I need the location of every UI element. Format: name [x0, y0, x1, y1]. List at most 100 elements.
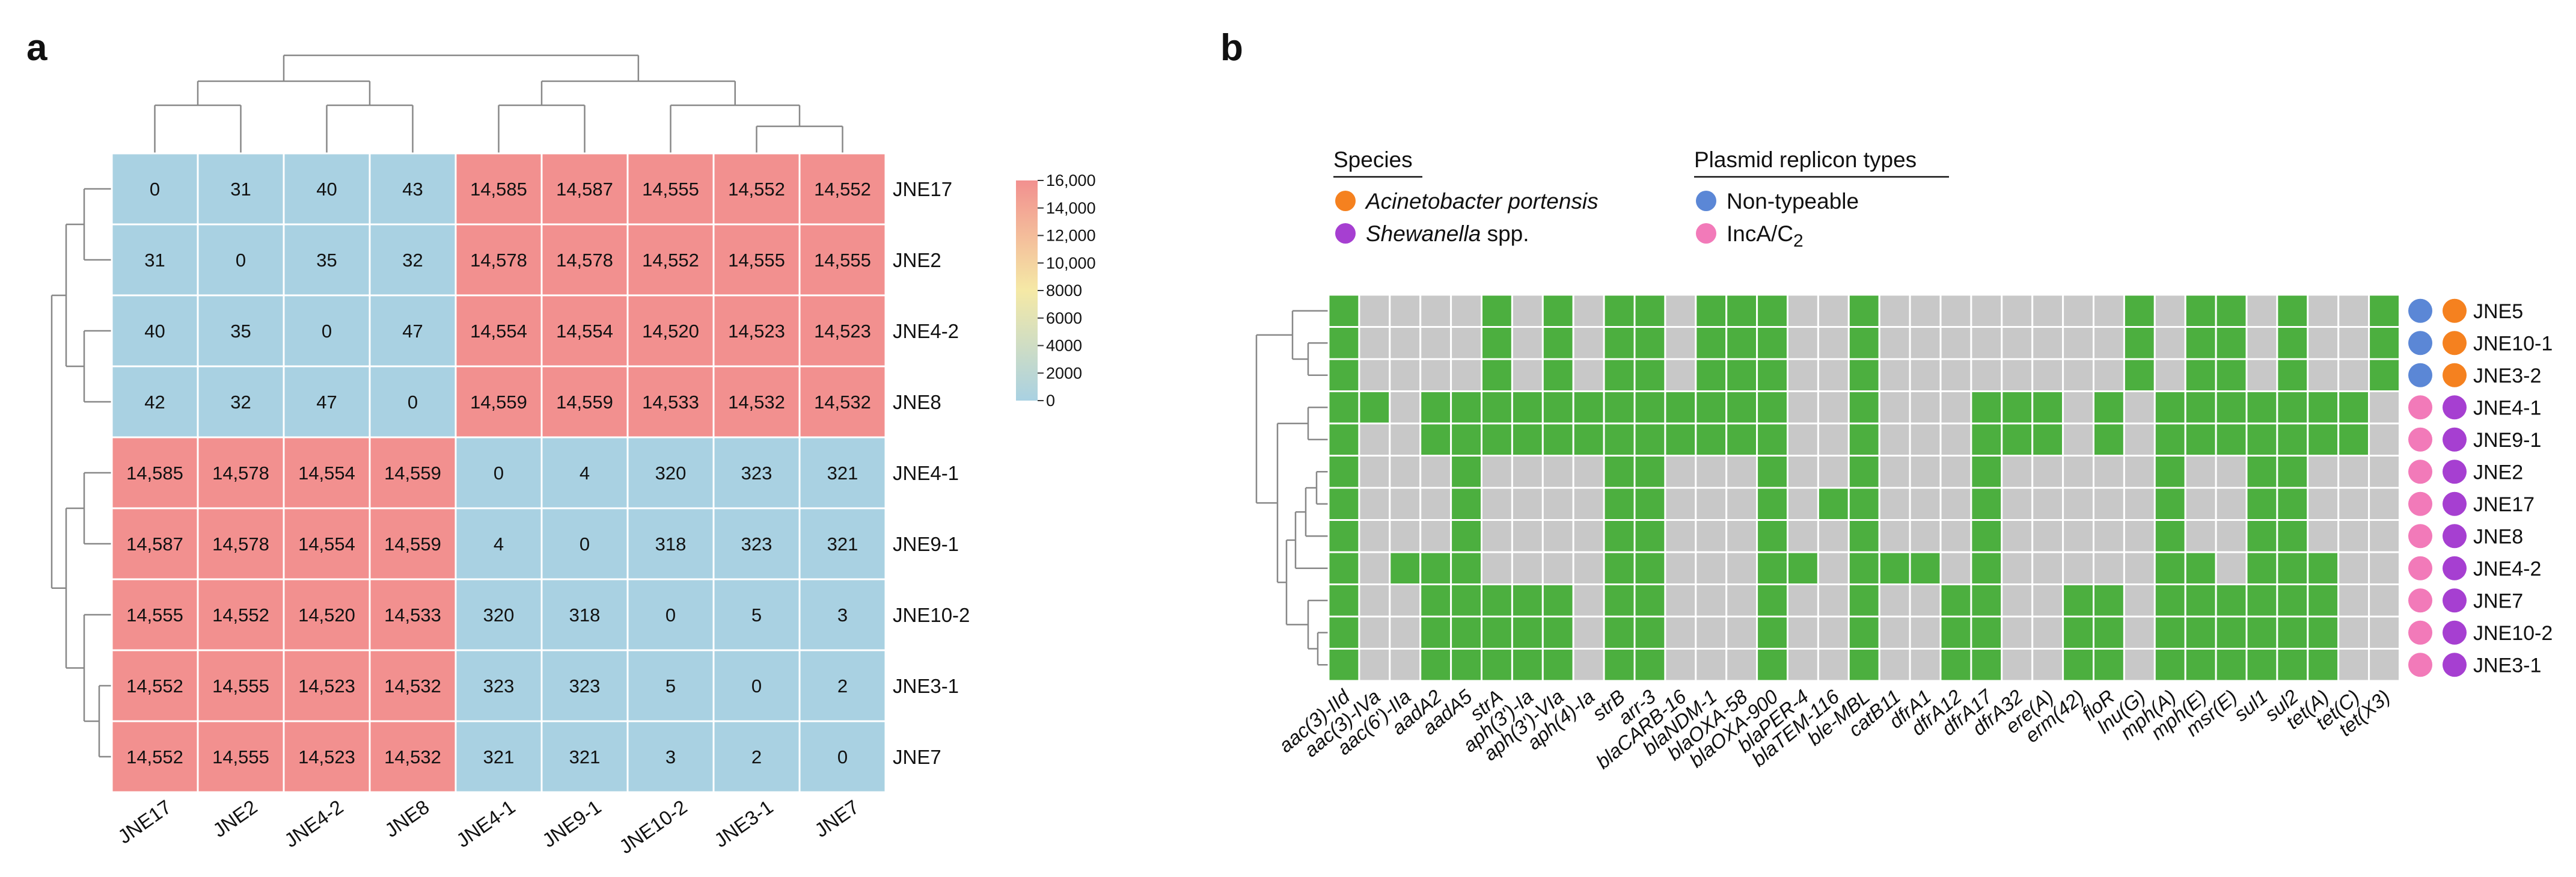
gene-cell-jne8-tet-x3	[2368, 519, 2401, 553]
gene-cell-jne7-blaoxa-58	[1725, 583, 1758, 618]
gene-cell-jne10-2-mph-a	[2153, 615, 2186, 650]
panel-a-label: a	[26, 27, 47, 69]
gene-row-label-jne3-1: JNE3-1	[2473, 654, 2541, 677]
gene-cell-jne4-1-dfra12	[1939, 390, 1972, 425]
gene-cell-jne7-strb	[1603, 583, 1636, 618]
distance-value-label: 4	[580, 463, 590, 484]
gene-cell-jne10-1-dfra17	[1970, 326, 2003, 360]
distance-value-label: 31	[230, 179, 251, 200]
gene-cell-jne10-1-blandm-1	[1695, 326, 1728, 360]
distance-value-label: 14,555	[212, 675, 269, 697]
gene-cell-jne10-2-strb	[1603, 615, 1636, 650]
distance-value-label: 323	[569, 675, 601, 697]
gene-cell-jne10-2-aac-3-iid	[1327, 615, 1360, 650]
distance-value-label: 31	[144, 250, 165, 271]
gene-cell-jne9-1-blaper-4	[1787, 422, 1819, 457]
species-dot-jne9-1	[2443, 427, 2467, 452]
gene-cell-jne7-blaoxa-900	[1756, 583, 1789, 618]
gene-cell-jne4-1-aac-3-iid	[1327, 390, 1360, 425]
gene-cell-jne10-2-stra	[1481, 615, 1513, 650]
gene-cell-jne4-2-catb11	[1878, 551, 1911, 585]
distance-value-label: 0	[494, 463, 504, 484]
gene-cell-jne3-1-blandm-1	[1695, 648, 1728, 682]
distance-column-label-jne4-2: JNE4-2	[280, 795, 347, 851]
gene-cell-jne17-dfra17	[1970, 487, 2003, 521]
gene-cell-jne7-sul2	[2276, 583, 2309, 618]
distance-cell-jne9-1-jne7	[798, 507, 887, 580]
gene-cell-jne3-1-blaoxa-900	[1756, 648, 1789, 682]
gene-row-label-jne9-1: JNE9-1	[2473, 429, 2541, 452]
distance-value-label: 14,555	[814, 250, 871, 271]
gene-cell-jne3-2-stra	[1481, 358, 1513, 392]
species-dot-jne10-2	[2443, 620, 2467, 645]
gene-cell-jne2-arr-3	[1633, 455, 1666, 489]
gene-cell-jne3-1-catb11	[1878, 648, 1911, 682]
gene-cell-jne4-2-arr-3	[1633, 551, 1666, 585]
distance-row-label-jne7: JNE7	[893, 746, 941, 768]
gene-cell-jne3-2-blandm-1	[1695, 358, 1728, 392]
gene-cell-jne10-1-tet-x3	[2368, 326, 2401, 360]
gene-cell-jne17-blacarb-16	[1664, 487, 1697, 521]
gene-cell-jne9-1-blacarb-16	[1664, 422, 1697, 457]
distance-value-label: 35	[316, 250, 337, 271]
gene-cell-jne3-2-blaoxa-58	[1725, 358, 1758, 392]
gene-cell-jne8-lnu-g	[2123, 519, 2156, 553]
gene-cell-jne2-tet-a	[2307, 455, 2340, 489]
gene-cell-jne10-2-tet-a	[2307, 615, 2340, 650]
gene-cell-jne2-blaper-4	[1787, 455, 1819, 489]
distance-value-label: 321	[569, 746, 601, 768]
legend-replicon-incac2-swatch	[1696, 223, 1716, 244]
gene-cell-jne3-1-ble-mbl	[1847, 648, 1880, 682]
gene-cell-jne9-1-stra	[1481, 422, 1513, 457]
gene-cell-jne3-2-blatem-116	[1817, 358, 1850, 392]
gene-cell-jne17-tet-c	[2337, 487, 2370, 521]
gene-cell-jne10-1-ble-mbl	[1847, 326, 1880, 360]
gene-cell-jne10-1-blatem-116	[1817, 326, 1850, 360]
gene-cell-jne2-strb	[1603, 455, 1636, 489]
distance-cell-jne4-1-jne9-1	[540, 436, 629, 509]
gene-cell-jne9-1-arr-3	[1633, 422, 1666, 457]
distance-value-label: 14,578	[470, 250, 527, 271]
gene-cell-jne10-1-blaper-4	[1787, 326, 1819, 360]
gene-cell-jne10-2-sul2	[2276, 615, 2309, 650]
distance-cell-jne4-2-jne10-2	[626, 294, 715, 368]
gene-cell-jne10-2-blatem-116	[1817, 615, 1850, 650]
gene-cell-jne5-sul1	[2245, 294, 2278, 328]
gene-cell-jne4-2-blatem-116	[1817, 551, 1850, 585]
gene-cell-jne4-1-ble-mbl	[1847, 390, 1880, 425]
distance-value-label: 14,552	[642, 250, 699, 271]
gene-cell-jne5-mph-e	[2184, 294, 2217, 328]
distance-cell-jne10-2-jne3-1	[712, 578, 801, 651]
distance-value-label: 0	[408, 392, 418, 413]
distance-heatmap-column-labels: JNE17 JNE2 JNE4-2 JNE8 JNE4-1 JNE9-1 JNE10-2 JN…	[114, 795, 863, 858]
gene-cell-jne4-1-ere-a	[2031, 390, 2064, 425]
gene-cell-jne17-aada2	[1419, 487, 1452, 521]
colorbar-tick-label: 0	[1046, 392, 1055, 410]
gene-cell-jne2-aada2	[1419, 455, 1452, 489]
gene-cell-jne4-2-strb	[1603, 551, 1636, 585]
distance-row-label-jne8: JNE8	[893, 391, 941, 413]
distance-cell-jne17-jne2	[197, 152, 285, 226]
distance-value-label: 14,532	[814, 392, 871, 413]
gene-cell-jne4-2-blaoxa-58	[1725, 551, 1758, 585]
species-dot-jne7	[2443, 588, 2467, 613]
panel-b-label: b	[1220, 27, 1243, 69]
distance-value-label: 14,559	[470, 392, 527, 413]
gene-cell-jne4-2-aada2	[1419, 551, 1452, 585]
gene-cell-jne7-mph-e	[2184, 583, 2217, 618]
gene-row-label-jne5: JNE5	[2473, 300, 2523, 323]
distance-value-label: 321	[827, 463, 858, 484]
gene-cell-jne2-aada5	[1450, 455, 1483, 489]
gene-cell-jne17-blaoxa-58	[1725, 487, 1758, 521]
colorbar-tick-label: 12,000	[1046, 227, 1096, 245]
species-dot-jne3-1	[2443, 653, 2467, 677]
distance-value-label: 14,554	[470, 321, 527, 342]
gene-cell-jne2-blaoxa-58	[1725, 455, 1758, 489]
distance-value-label: 14,532	[728, 392, 785, 413]
gene-cell-jne4-1-flor	[2093, 390, 2125, 425]
gene-cell-jne4-1-blaoxa-58	[1725, 390, 1758, 425]
gene-cell-jne10-1-aph-3-ia	[1511, 326, 1544, 360]
gene-cell-jne5-aph-3-ia	[1511, 294, 1544, 328]
distance-value-label: 14,552	[728, 179, 785, 200]
